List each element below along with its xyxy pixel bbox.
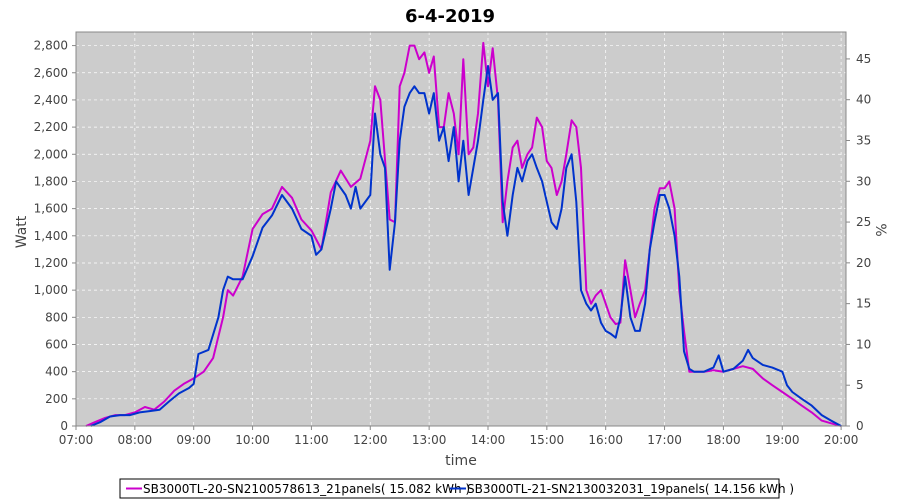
x-tick-label: 14:00 — [471, 433, 506, 447]
y-tick-label: 0 — [60, 419, 68, 433]
y2-tick-label: 25 — [856, 215, 871, 229]
y-tick-label: 1,200 — [34, 256, 68, 270]
x-tick-label: 16:00 — [588, 433, 623, 447]
series-line-2 — [90, 65, 842, 427]
y-axis-right: 0 5 10 15 20 25 30 35 40 45 — [846, 52, 871, 433]
x-tick-label: 13:00 — [412, 433, 447, 447]
x-tick-label: 10:00 — [235, 433, 270, 447]
x-tick-label: 20:00 — [824, 433, 859, 447]
y-axis-label: Watt — [14, 215, 30, 248]
y-tick-label: 2,200 — [34, 120, 68, 134]
x-tick-label: 11:00 — [294, 433, 329, 447]
y-tick-label: 400 — [45, 365, 68, 379]
y-tick-label: 2,400 — [34, 93, 68, 107]
x-tick-label: 19:00 — [765, 433, 800, 447]
y-tick-label: 1,800 — [34, 174, 68, 188]
y2-tick-label: 45 — [856, 52, 871, 66]
plot-border — [75, 31, 847, 427]
y2-axis-label: % — [872, 223, 888, 236]
y2-tick-label: 30 — [856, 174, 871, 188]
y-tick-label: 2,600 — [34, 66, 68, 80]
y-tick-label: 2,000 — [34, 147, 68, 161]
legend: SB3000TL-20-SN2100578613_21panels( 15.08… — [119, 478, 794, 499]
chart-title: 6-4-2019 — [405, 6, 495, 27]
y-tick-label: 200 — [45, 392, 68, 406]
legend-label-series-1: SB3000TL-20-SN2100578613_21panels( 15.08… — [143, 482, 470, 496]
y2-tick-label: 20 — [856, 256, 871, 270]
y2-tick-label: 35 — [856, 133, 871, 147]
y-tick-label: 1,600 — [34, 202, 68, 216]
y2-tick-label: 15 — [856, 297, 871, 311]
x-axis: 07:00 08:00 09:00 10:00 11:00 12:00 13:00 14:00… — [59, 426, 859, 447]
x-tick-label: 09:00 — [176, 433, 211, 447]
legend-box — [119, 478, 780, 499]
legend-label-series-2: SB3000TL-21-SN2130032031_19panels( 14.15… — [467, 482, 794, 496]
y-tick-label: 2,800 — [34, 39, 68, 53]
series-layer — [85, 41, 842, 427]
y2-tick-label: 0 — [856, 419, 864, 433]
y-tick-label: 800 — [45, 310, 68, 324]
y-tick-label: 1,400 — [34, 229, 68, 243]
x-tick-label: 17:00 — [647, 433, 682, 447]
x-tick-label: 07:00 — [59, 433, 94, 447]
x-tick-label: 12:00 — [353, 433, 388, 447]
x-tick-label: 18:00 — [706, 433, 741, 447]
y2-tick-label: 10 — [856, 337, 871, 351]
x-tick-label: 15:00 — [530, 433, 565, 447]
x-tick-label: 08:00 — [118, 433, 153, 447]
y2-tick-label: 5 — [856, 378, 864, 392]
y-tick-label: 600 — [45, 337, 68, 351]
x-axis-label: time — [445, 453, 477, 469]
y2-tick-label: 40 — [856, 93, 871, 107]
y-tick-label: 1,000 — [34, 283, 68, 297]
y-axis-left: 0 200 400 600 800 1,000 1,200 1,400 1,600 1,800 2,… — [34, 39, 76, 433]
